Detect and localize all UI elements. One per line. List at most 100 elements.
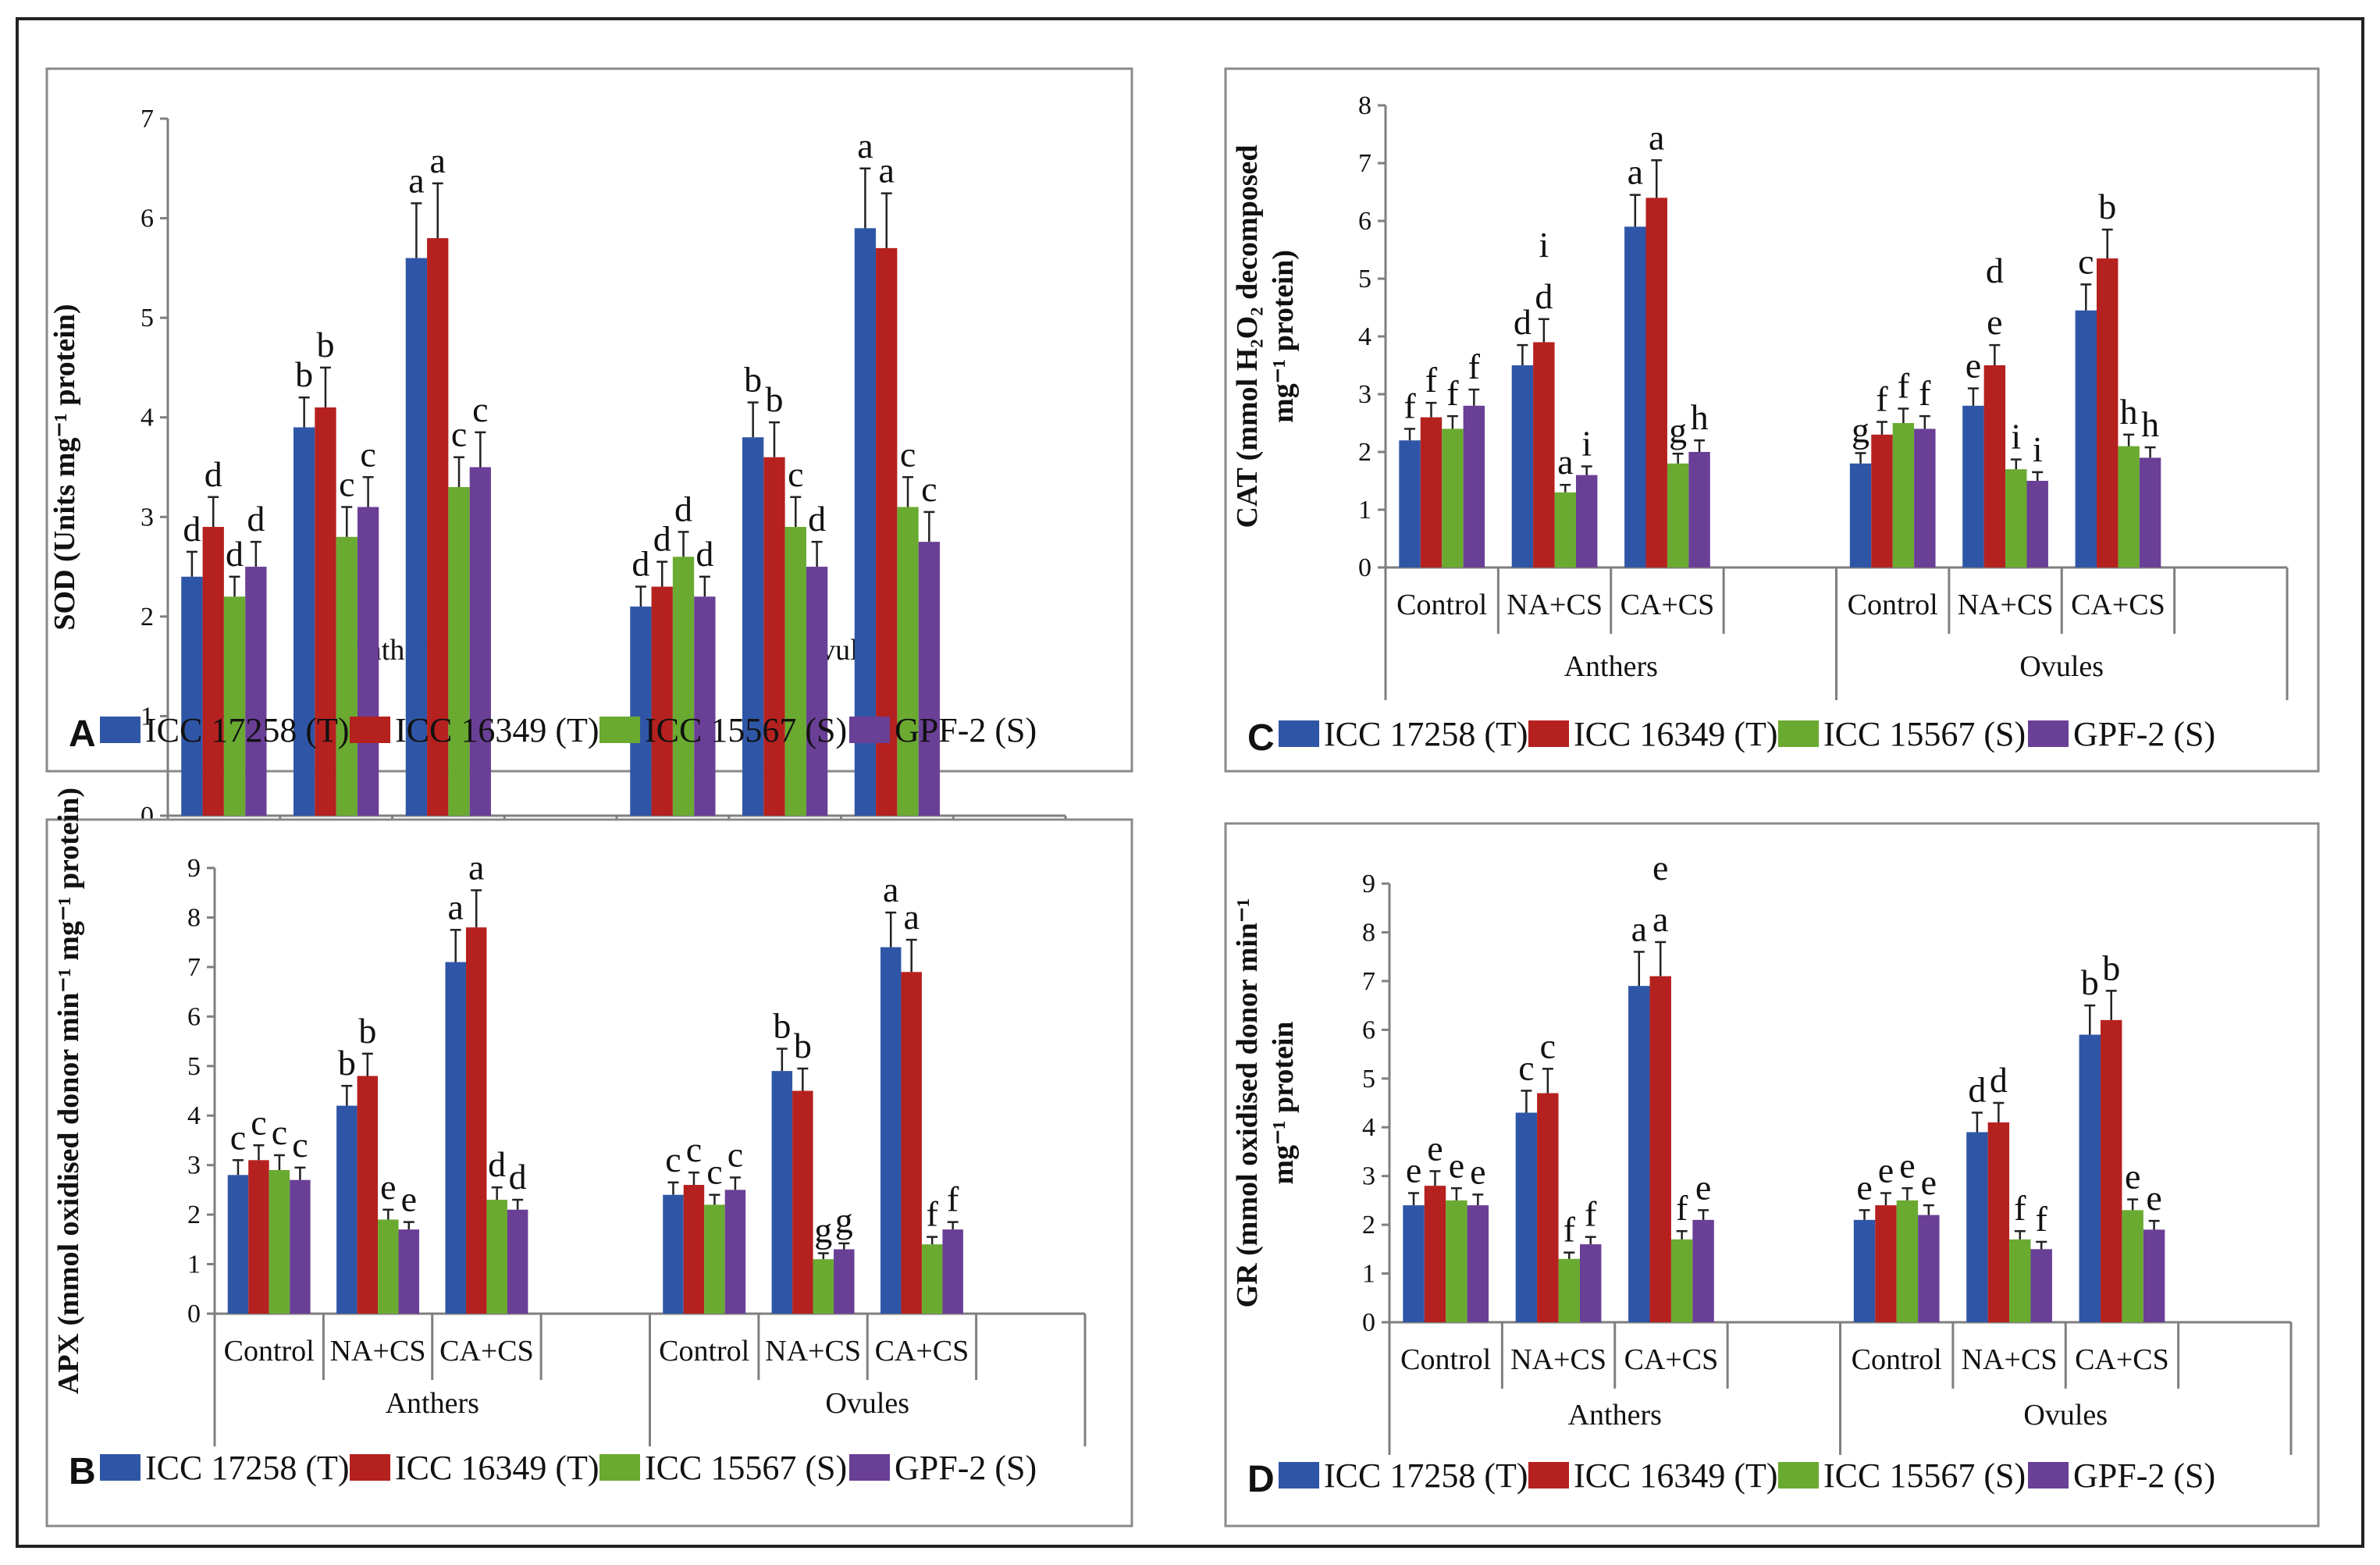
legend-swatch	[849, 1454, 890, 1481]
significance-letter: e	[1966, 346, 1981, 386]
significance-letter: e	[1406, 1151, 1421, 1190]
bar	[223, 596, 246, 816]
bar	[901, 972, 922, 1314]
significance-letter: a	[857, 126, 873, 165]
x-group-label: Anthers	[1564, 650, 1658, 683]
significance-letter: c	[900, 434, 916, 474]
significance-letter: d	[653, 519, 671, 559]
x-category-label: NA+CS	[330, 1335, 426, 1368]
bar	[1667, 463, 1689, 567]
bar	[663, 1194, 684, 1314]
x-category-label: NA+CS	[1962, 1343, 2058, 1376]
panels-container: 0 1 2 3 4 5 6 7 NA+CS CA+CS Control NA+CS CA+CS Anthe…	[45, 67, 2320, 1528]
y-tick-label: 0	[1358, 553, 1371, 582]
y-tick-label: 6	[141, 205, 154, 233]
y-axis-label-line1: GR (mmol oxidised donor min⁻¹	[1231, 898, 1264, 1308]
bar	[880, 947, 902, 1314]
legend-label: ICC 17258 (T)	[145, 711, 350, 749]
y-axis-label: SOD (Units mg⁻¹ protein)	[48, 304, 81, 630]
significance-letter: g	[814, 1211, 832, 1250]
y-tick-label: 8	[1362, 918, 1375, 947]
y-axis-label-line1: CAT (mmol H₂O₂ decomposed	[1231, 144, 1264, 528]
x-category-label: NA+CS	[1958, 589, 2054, 621]
y-axis-label: APX (mmol oxidised donor min⁻¹ mg⁻¹ prot…	[52, 788, 85, 1394]
legend-swatch	[1778, 1462, 1819, 1489]
bar	[357, 507, 379, 816]
significance-letter: c	[292, 1125, 308, 1165]
bar	[763, 457, 785, 816]
significance-letter: b	[765, 379, 783, 419]
bar	[1537, 1093, 1559, 1322]
legend-swatch	[849, 717, 890, 743]
significance-letter: d	[696, 534, 713, 574]
significance-letter: f	[927, 1194, 939, 1234]
significance-letter: f	[2036, 1199, 2048, 1239]
y-tick-label: 7	[187, 953, 201, 982]
bar	[1463, 405, 1485, 567]
bar	[672, 557, 695, 816]
significance-letter: b	[358, 1011, 376, 1051]
significance-letter: a	[448, 887, 464, 927]
significance-letter: d	[183, 509, 201, 549]
bar	[427, 238, 449, 816]
y-tick-label: 4	[1358, 322, 1371, 351]
significance-letter: d	[1968, 1069, 1986, 1109]
significance-letter: f	[947, 1179, 959, 1219]
significance-letter: b	[794, 1026, 812, 1065]
y-tick-label: 0	[1362, 1308, 1375, 1337]
significance-letter: b	[2081, 962, 2099, 1002]
bar	[1628, 986, 1650, 1322]
significance-letter: e	[1878, 1151, 1894, 1190]
bar	[1511, 365, 1534, 567]
y-tick-label: 4	[141, 404, 154, 432]
bar	[1442, 429, 1464, 567]
bar	[1446, 1200, 1467, 1322]
significance-letter: d	[488, 1144, 506, 1184]
x-category-label: CA+CS	[2075, 1343, 2169, 1376]
bar	[315, 407, 336, 816]
significance-letter: c	[1540, 1026, 1556, 1065]
significance-letter: c	[686, 1129, 702, 1169]
bar	[897, 507, 919, 816]
significance-letter: e	[1470, 1151, 1485, 1191]
bar	[1399, 440, 1421, 567]
bar	[336, 1105, 358, 1314]
significance-letter: e	[2146, 1178, 2161, 1218]
y-tick-label: 2	[187, 1200, 201, 1229]
legend-swatch	[599, 717, 640, 743]
significance-letter: c	[2078, 241, 2094, 281]
bar	[2139, 457, 2161, 567]
bar	[181, 576, 203, 816]
bar	[792, 1090, 813, 1314]
bar	[2009, 1239, 2031, 1322]
significance-letter: a	[903, 897, 919, 937]
significance-letter: e	[1449, 1145, 1464, 1185]
y-tick-label: 9	[187, 854, 201, 883]
bar	[742, 437, 764, 816]
bar	[1515, 1112, 1538, 1322]
bar	[336, 536, 358, 816]
significance-letter: b	[744, 360, 762, 400]
y-tick-label: 3	[1362, 1162, 1375, 1191]
x-category-label: Control	[1848, 589, 1938, 621]
significance-letter: h	[2141, 404, 2159, 444]
bar	[1983, 365, 2006, 567]
bar	[269, 1170, 290, 1314]
bar	[2143, 1229, 2165, 1322]
bar	[1853, 1219, 1876, 1322]
significance-letter: a	[408, 160, 424, 200]
significance-letter: a	[1649, 117, 1664, 157]
x-group-label: Anthers	[386, 1387, 479, 1420]
significance-letter: e	[1899, 1145, 1915, 1185]
significance-letter: d	[631, 544, 649, 584]
significance-letter: c	[251, 1102, 266, 1142]
bar	[1987, 1122, 2010, 1322]
legend-swatch	[100, 1454, 141, 1481]
significance-letter: f	[1676, 1188, 1688, 1228]
significance-letter: e	[2125, 1157, 2140, 1197]
bar	[694, 596, 716, 816]
bar	[724, 1190, 746, 1314]
significance-letter: d	[674, 489, 692, 528]
y-tick-label: 8	[1358, 91, 1371, 120]
legend-label: GPF-2 (S)	[2073, 1457, 2215, 1495]
